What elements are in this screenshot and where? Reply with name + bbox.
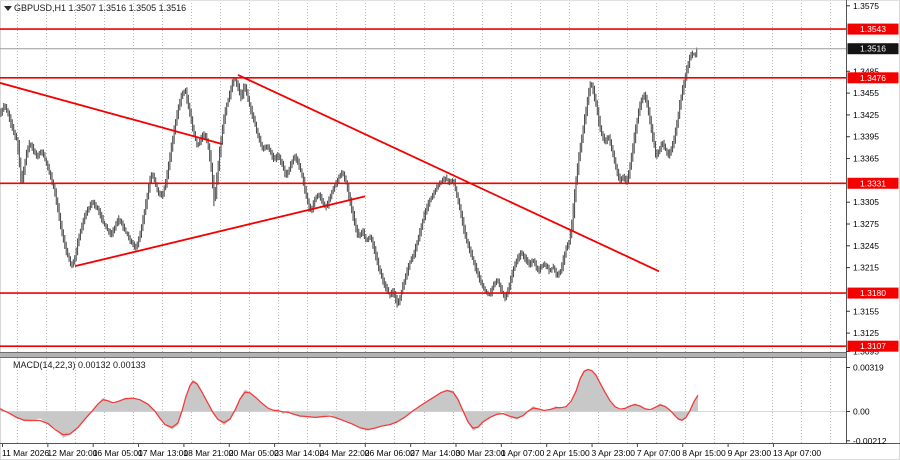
price-tick-label: 1.3485 xyxy=(853,66,879,76)
macd-tick-label: 0.00319 xyxy=(853,363,884,373)
time-tick-label: 7 Apr 07:00 xyxy=(637,448,681,458)
price-axis[interactable] xyxy=(846,0,900,443)
level-price-tag-label: 1.3331 xyxy=(860,178,886,188)
time-tick-label: 17 Mar 13:00 xyxy=(138,448,188,458)
level-price-tag xyxy=(847,287,899,299)
macd-tick-label: -0.00212 xyxy=(853,436,887,446)
price-tick-label: 1.3365 xyxy=(853,154,879,164)
price-tick-label: 1.3395 xyxy=(853,132,879,142)
current-price-tag xyxy=(847,43,899,55)
panel-separator[interactable] xyxy=(0,352,846,358)
macd-indicator-label: MACD(14,22,3) 0.00132 0.00133 xyxy=(13,360,146,370)
level-price-tag-label: 1.3180 xyxy=(860,288,886,298)
price-tick-label: 1.3575 xyxy=(853,1,879,11)
time-tick-label: 2 Apr 15:00 xyxy=(546,448,590,458)
candlesticks xyxy=(0,47,698,308)
trend-line[interactable] xyxy=(0,82,223,145)
macd-tick-label: 0.00 xyxy=(853,407,870,417)
time-tick-label: 12 Mar 20:00 xyxy=(47,448,97,458)
time-tick-label: 23 Mar 14:00 xyxy=(274,448,324,458)
price-tick-label: 1.3245 xyxy=(853,241,879,251)
time-axis[interactable] xyxy=(0,443,900,460)
level-price-tag xyxy=(847,72,899,84)
level-price-tag-label: 1.3543 xyxy=(860,24,886,34)
level-price-tag xyxy=(847,23,899,35)
time-tick-label: 27 Mar 14:00 xyxy=(410,448,460,458)
time-tick-label: 16 Mar 05:00 xyxy=(93,448,143,458)
time-tick-label: 24 Mar 22:00 xyxy=(319,448,369,458)
price-tick-label: 1.3425 xyxy=(853,110,879,120)
time-tick-label: 9 Apr 23:00 xyxy=(728,448,772,458)
level-price-tag-label: 1.3107 xyxy=(860,341,886,351)
level-price-tag xyxy=(847,177,899,189)
level-price-tag xyxy=(847,340,899,352)
time-tick-label: 18 Mar 21:00 xyxy=(183,448,233,458)
time-tick-label: 20 Mar 05:00 xyxy=(229,448,279,458)
price-tick-label: 1.3275 xyxy=(853,219,879,229)
current-price-tag-label: 1.3516 xyxy=(860,44,886,54)
time-tick-label: 13 Apr 07:00 xyxy=(773,448,821,458)
time-tick-label: 1 Apr 07:00 xyxy=(501,448,545,458)
time-tick-label: 26 Mar 06:00 xyxy=(365,448,415,458)
time-tick-label: 11 Mar 2026 xyxy=(2,448,49,458)
level-price-tag-label: 1.3476 xyxy=(860,73,886,83)
time-tick-label: 30 Mar 23:00 xyxy=(456,448,506,458)
macd-histogram-area xyxy=(0,368,698,438)
price-tick-label: 1.3305 xyxy=(853,197,879,207)
price-tick-label: 1.3215 xyxy=(853,263,879,273)
time-tick-label: 3 Apr 23:00 xyxy=(592,448,636,458)
chart-title: GBPUSD,H1 1.3507 1.3516 1.3505 1.3516 xyxy=(14,3,187,13)
symbol-dropdown-icon[interactable] xyxy=(4,6,12,11)
trend-line[interactable] xyxy=(237,74,660,273)
price-tick-label: 1.3125 xyxy=(853,328,879,338)
time-tick-label: 8 Apr 15:00 xyxy=(682,448,726,458)
price-tick-label: 1.3455 xyxy=(853,88,879,98)
trend-line[interactable] xyxy=(74,195,366,268)
price-tick-label: 1.3155 xyxy=(853,306,879,316)
macd-signal-line xyxy=(0,368,699,436)
